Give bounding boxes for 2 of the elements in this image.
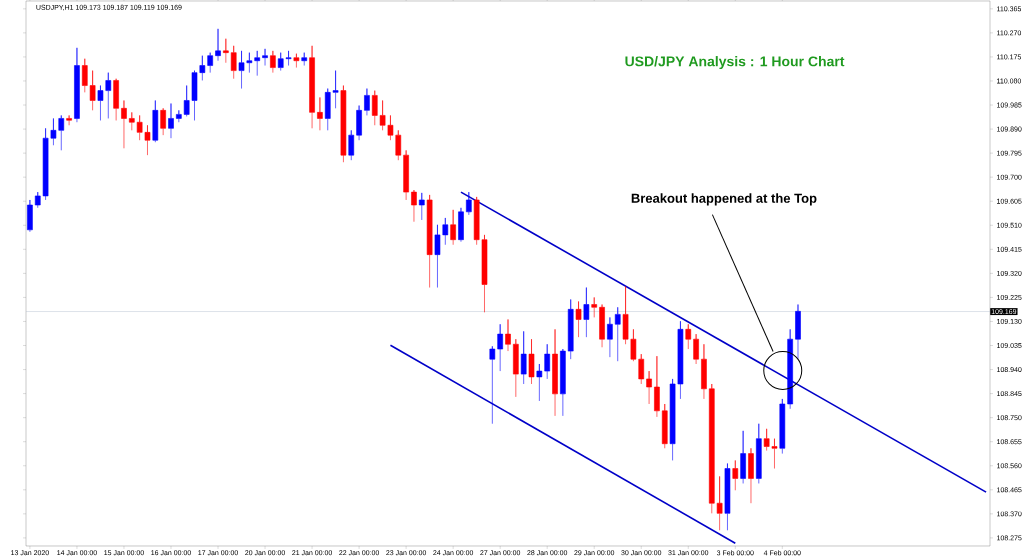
text: USD/JPY Analysis : 1 Hour Chart [625,56,845,70]
annotation: Breakout happened at the Top [631,193,817,206]
